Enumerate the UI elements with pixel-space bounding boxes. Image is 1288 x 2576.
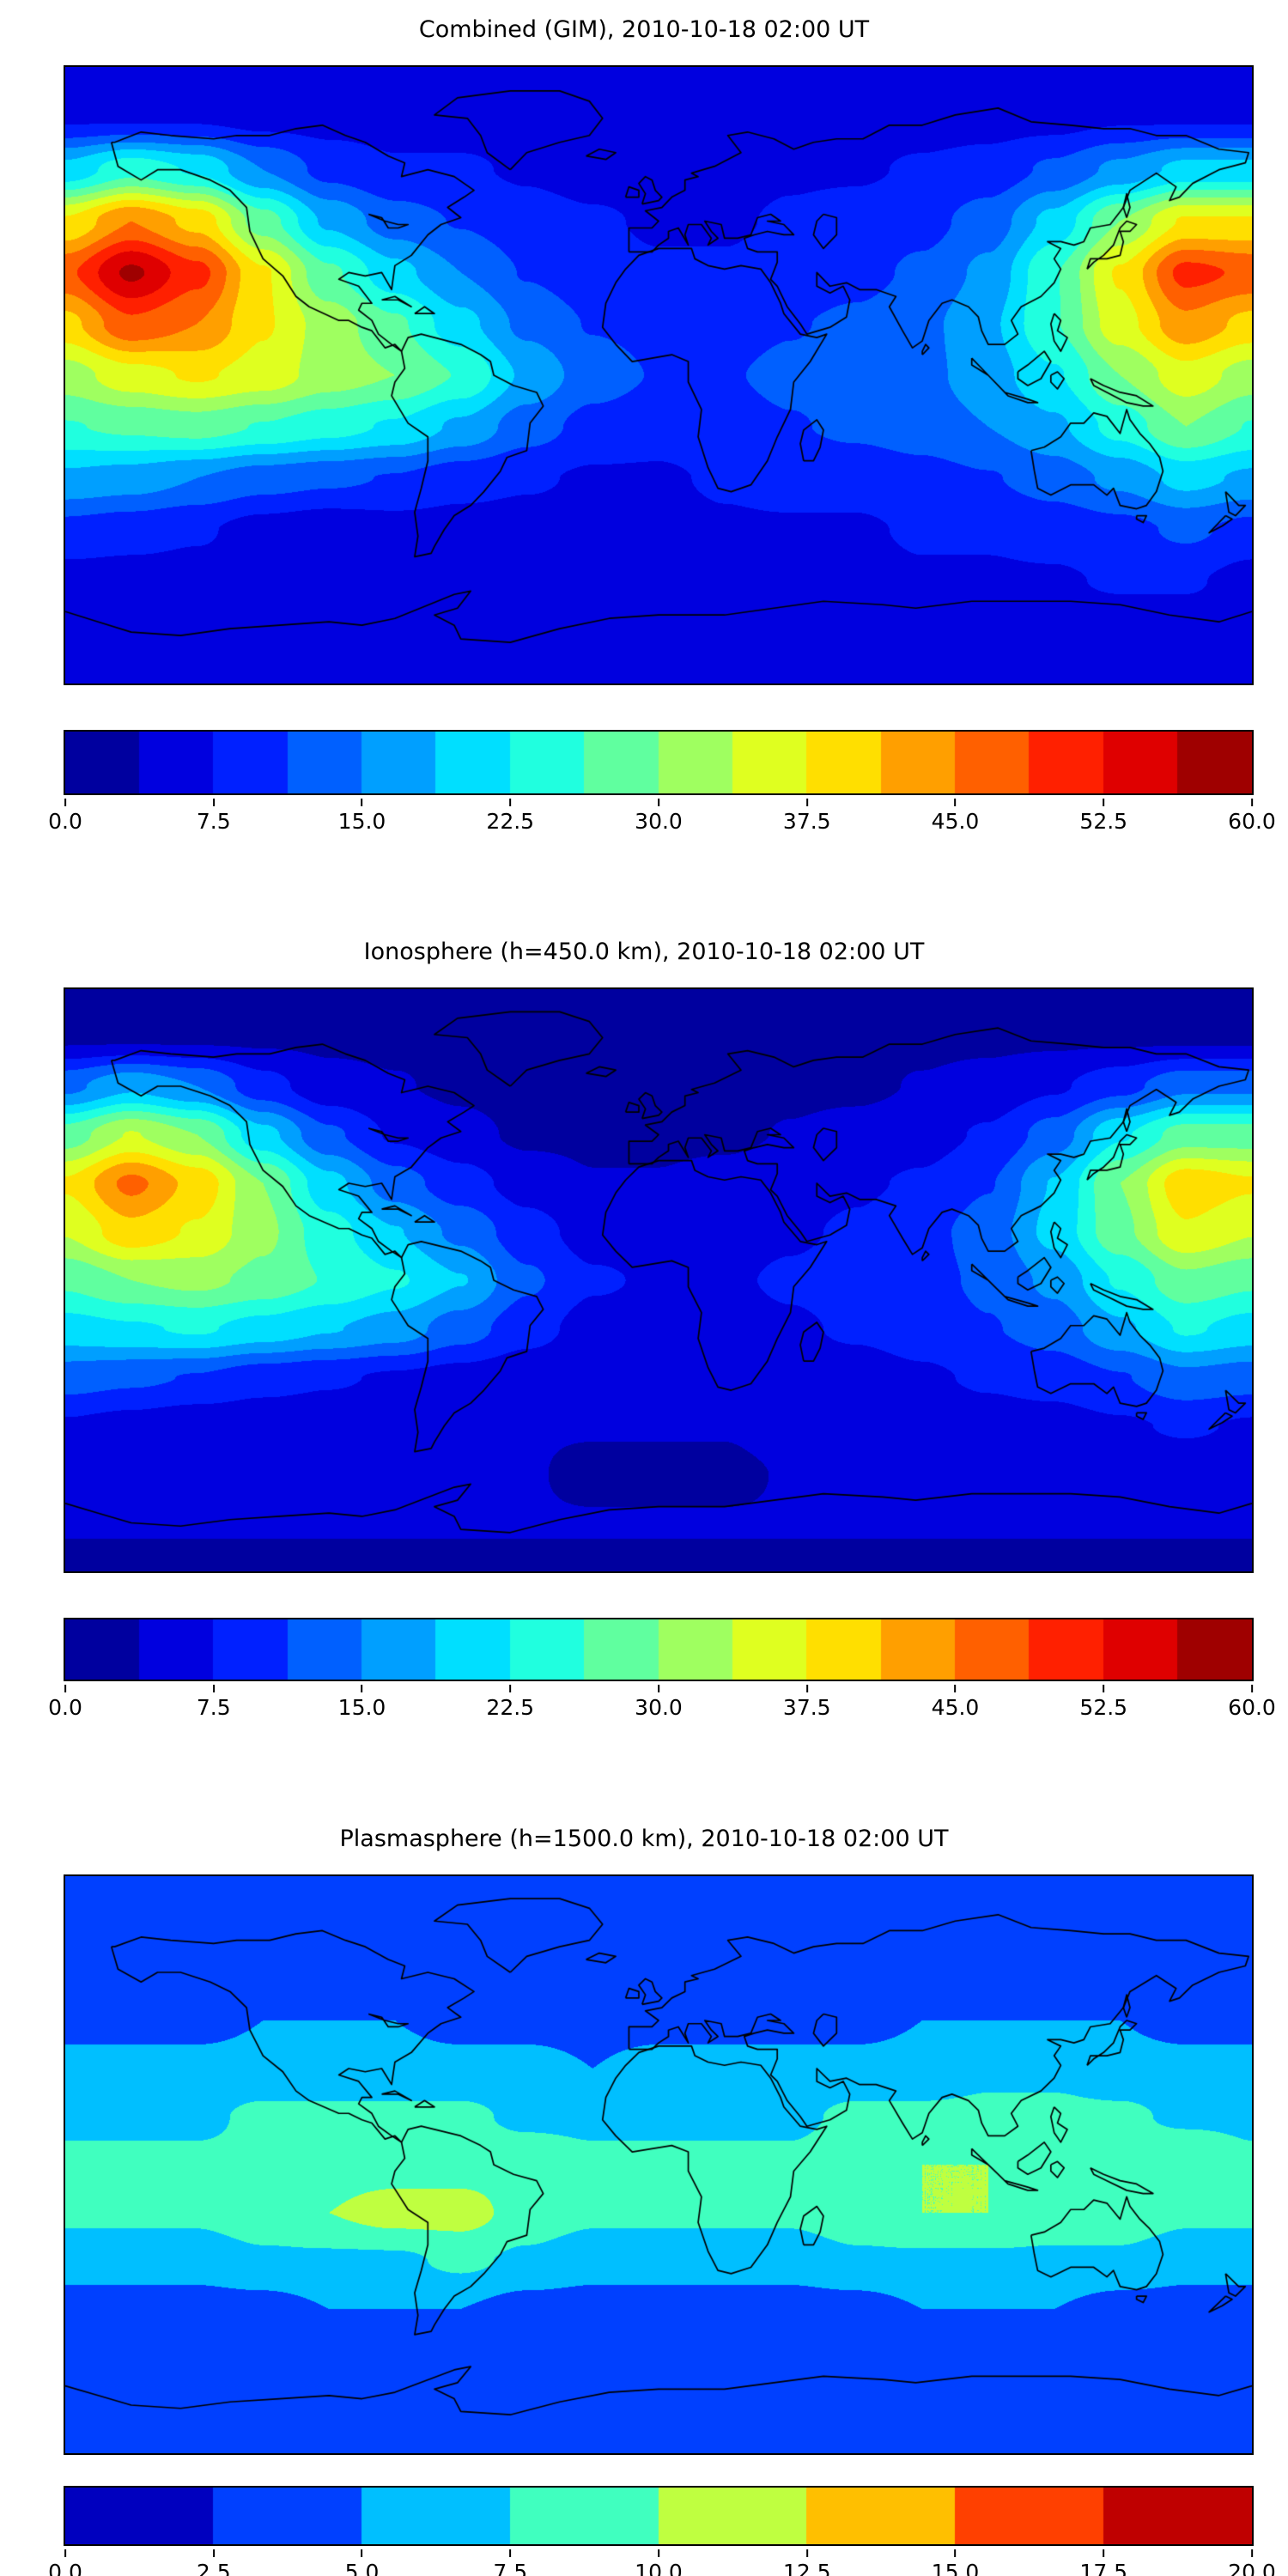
colorbar-tick-label: 15.0 (337, 1695, 386, 1720)
colorbar-tick-mark (361, 2549, 363, 2557)
colorbar-tick-label: 0.0 (48, 809, 82, 834)
colorbar-canvas-combined (64, 730, 1254, 795)
colorbar-tick: 22.5 (486, 799, 534, 834)
colorbar-tick-label: 60.0 (1228, 1695, 1276, 1720)
colorbar-tick: 20.0 (1228, 2549, 1276, 2576)
colorbar-tick-label: 30.0 (635, 809, 683, 834)
colorbar-tick: 37.5 (783, 1685, 831, 1720)
colorbar-tick-mark (509, 799, 512, 806)
colorbar-ticks-plasmasphere: 0.0 2.5 5.0 7.5 10.0 12.5 15.0 17.5 20.0 (48, 2549, 1276, 2576)
colorbar-tick-label: 30.0 (635, 1695, 683, 1720)
map-canvas-plasmasphere (64, 1874, 1254, 2455)
colorbar-tick: 0.0 (48, 799, 82, 834)
colorbar-tick: 37.5 (783, 799, 831, 834)
panel-combined-gim: Combined (GIM), 2010-10-18 02:00 UT 0.0 7… (0, 15, 1288, 836)
colorbar-tick: 0.0 (48, 2549, 82, 2576)
colorbar-tick-mark (805, 2549, 808, 2557)
colorbar-tick-mark (212, 799, 215, 806)
colorbar-tick: 15.0 (338, 1685, 386, 1720)
colorbar-tick-mark (1103, 799, 1105, 806)
colorbar-tick: 7.5 (493, 2549, 527, 2576)
colorbar-tick-label: 7.5 (196, 809, 231, 834)
colorbar-tick-label: 45.0 (931, 1695, 980, 1720)
colorbar-tick-mark (509, 1685, 512, 1692)
colorbar-tick-label: 0.0 (48, 2560, 82, 2576)
colorbar-tick-mark (212, 1685, 215, 1692)
colorbar-tick-label: 12.5 (782, 2560, 831, 2576)
colorbar-tick-label: 17.5 (1079, 2560, 1128, 2576)
colorbar-tick-mark (1103, 1685, 1105, 1692)
map-canvas-combined (64, 65, 1254, 685)
colorbar-tick: 45.0 (931, 1685, 980, 1720)
colorbar-canvas-plasmasphere (64, 2486, 1254, 2546)
colorbar-tick-label: 37.5 (782, 1695, 831, 1720)
colorbar-tick-label: 15.0 (337, 809, 386, 834)
colorbar-tick: 60.0 (1228, 1685, 1276, 1720)
colorbar-tick: 22.5 (486, 1685, 534, 1720)
colorbar-tick-label: 15.0 (931, 2560, 980, 2576)
colorbar-tick: 10.0 (635, 2549, 683, 2576)
colorbar-tick: 15.0 (931, 2549, 980, 2576)
panel-plasmasphere: Plasmasphere (h=1500.0 km), 2010-10-18 0… (0, 1825, 1288, 2576)
colorbar-tick-label: 2.5 (196, 2560, 231, 2576)
colorbar-tick-mark (1250, 799, 1253, 806)
colorbar-tick-mark (954, 2549, 957, 2557)
colorbar-tick-label: 7.5 (196, 1695, 231, 1720)
colorbar-tick-mark (805, 1685, 808, 1692)
colorbar-tick-label: 60.0 (1228, 809, 1276, 834)
panel-title-plasmasphere: Plasmasphere (h=1500.0 km), 2010-10-18 0… (339, 1826, 949, 1852)
colorbar-tick: 0.0 (48, 1685, 82, 1720)
colorbar-tick: 2.5 (197, 2549, 231, 2576)
colorbar-tick-label: 5.0 (344, 2560, 380, 2576)
colorbar-tick-mark (657, 2549, 659, 2557)
colorbar-tick: 30.0 (635, 1685, 683, 1720)
colorbar-tick-label: 7.5 (493, 2560, 528, 2576)
colorbar-ticks-combined: 0.0 7.5 15.0 22.5 30.0 37.5 45.0 52.5 60.0 (48, 799, 1276, 836)
panel-title-combined: Combined (GIM), 2010-10-18 02:00 UT (418, 16, 870, 43)
colorbar-tick-mark (361, 799, 363, 806)
colorbar-tick: 60.0 (1228, 799, 1276, 834)
colorbar-tick: 7.5 (197, 1685, 231, 1720)
colorbar-ticks-ionosphere: 0.0 7.5 15.0 22.5 30.0 37.5 45.0 52.5 60.0 (48, 1685, 1276, 1722)
colorbar-tick: 5.0 (344, 2549, 380, 2576)
colorbar-tick-mark (657, 799, 659, 806)
colorbar-tick-mark (64, 1685, 66, 1692)
colorbar-tick: 30.0 (635, 799, 683, 834)
colorbar-tick-mark (64, 799, 66, 806)
colorbar-tick-mark (657, 1685, 659, 1692)
colorbar-tick-mark (1250, 2549, 1253, 2557)
colorbar-tick-mark (361, 1685, 363, 1692)
colorbar-tick: 17.5 (1079, 2549, 1127, 2576)
colorbar-tick-mark (805, 799, 808, 806)
colorbar-tick: 52.5 (1079, 799, 1127, 834)
colorbar-tick-label: 10.0 (635, 2560, 683, 2576)
colorbar-tick-mark (509, 2549, 512, 2557)
colorbar-tick-label: 52.5 (1079, 1695, 1128, 1720)
colorbar-tick-mark (212, 2549, 215, 2557)
colorbar-tick-label: 22.5 (486, 1695, 535, 1720)
colorbar-tick-label: 45.0 (931, 809, 980, 834)
colorbar-tick-mark (954, 1685, 957, 1692)
colorbar-tick-label: 20.0 (1228, 2560, 1276, 2576)
colorbar-tick-mark (1103, 2549, 1105, 2557)
colorbar-tick-label: 37.5 (782, 809, 831, 834)
colorbar-tick: 52.5 (1079, 1685, 1127, 1720)
colorbar-canvas-ionosphere (64, 1618, 1254, 1681)
colorbar-tick: 12.5 (783, 2549, 831, 2576)
colorbar-tick-label: 0.0 (48, 1695, 82, 1720)
colorbar-tick: 45.0 (931, 799, 980, 834)
panel-title-ionosphere: Ionosphere (h=450.0 km), 2010-10-18 02:0… (363, 939, 925, 965)
colorbar-tick-mark (64, 2549, 66, 2557)
colorbar-tick-label: 22.5 (486, 809, 535, 834)
colorbar-tick-mark (954, 799, 957, 806)
map-canvas-ionosphere (64, 987, 1254, 1573)
colorbar-tick: 7.5 (197, 799, 231, 834)
colorbar-tick-mark (1250, 1685, 1253, 1692)
colorbar-tick: 15.0 (338, 799, 386, 834)
colorbar-tick-label: 52.5 (1079, 809, 1128, 834)
panel-ionosphere: Ionosphere (h=450.0 km), 2010-10-18 02:0… (0, 938, 1288, 1722)
